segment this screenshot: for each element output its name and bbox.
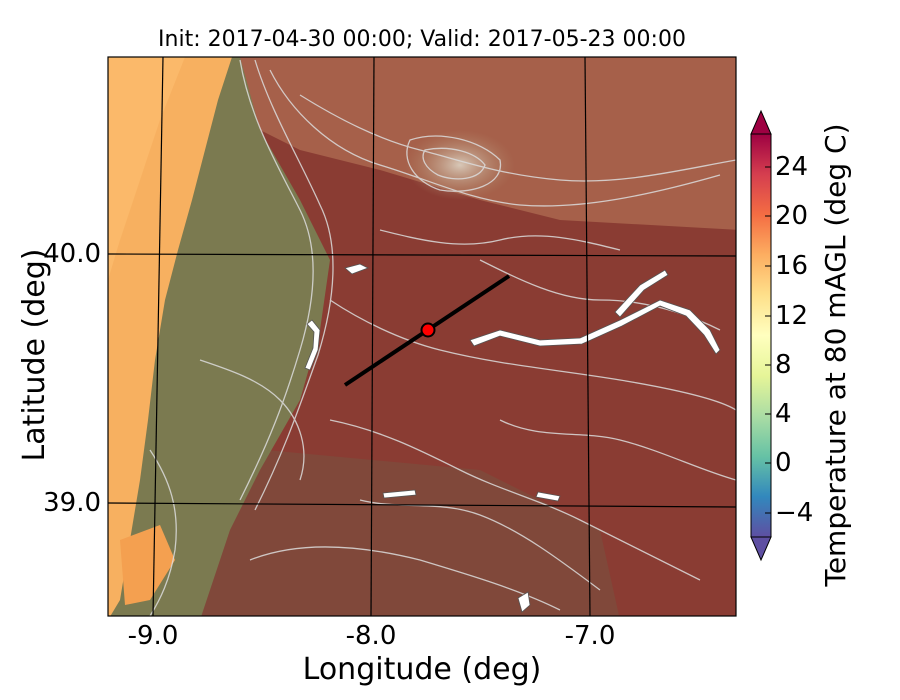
colorbar-label: Temperature at 80 mAGL (deg C) (819, 123, 852, 587)
coastal-ocean-edge (108, 57, 185, 280)
colorbar-extend-max (750, 109, 772, 135)
colorbar-tick-label: −4 (775, 498, 814, 528)
southwest-warm-patch (120, 525, 175, 605)
rivers-and-reservoirs (304, 263, 721, 613)
y-tick-label: 39.0 (43, 488, 101, 518)
gridline-lat-40 (107, 253, 737, 257)
plot-title: Init: 2017-04-30 00:00; Valid: 2017-05-2… (158, 27, 686, 52)
x-tick-label: -9.0 (127, 621, 179, 651)
x-axis-label: Longitude (deg) (302, 652, 542, 687)
coastal-warm-strip (108, 57, 232, 616)
lat-lon-gridlines (107, 56, 737, 617)
map-frame (107, 56, 737, 617)
southern-warm-region (160, 440, 620, 616)
gridline-lon-minus-8 (370, 56, 375, 617)
tick-marks (108, 253, 591, 616)
x-tick-label: -8.0 (345, 621, 397, 651)
y-tick-label: 40.0 (43, 239, 101, 269)
terrain-contours (149, 59, 736, 616)
site-marker (420, 322, 436, 338)
colorbar-tick-label: 8 (775, 350, 792, 380)
colorbar-tick-label: 20 (775, 201, 809, 231)
colorbar-tick-label: 24 (775, 152, 809, 182)
gridline-lon-minus-7 (584, 56, 591, 617)
x-tick-label: -7.0 (564, 621, 616, 651)
colorbar-tick-label: 16 (775, 251, 809, 281)
colorbar-ticks (765, 166, 771, 514)
colorbar-tick-label: 12 (775, 301, 809, 331)
colorbar-gradient (750, 133, 772, 538)
colorbar-tick-label: 0 (775, 448, 792, 478)
gridline-lon-minus-9 (152, 56, 164, 617)
gridline-lat-39 (107, 502, 737, 508)
colorbar-tick-label: 4 (775, 399, 792, 429)
colorbar-extend-min (750, 536, 772, 562)
